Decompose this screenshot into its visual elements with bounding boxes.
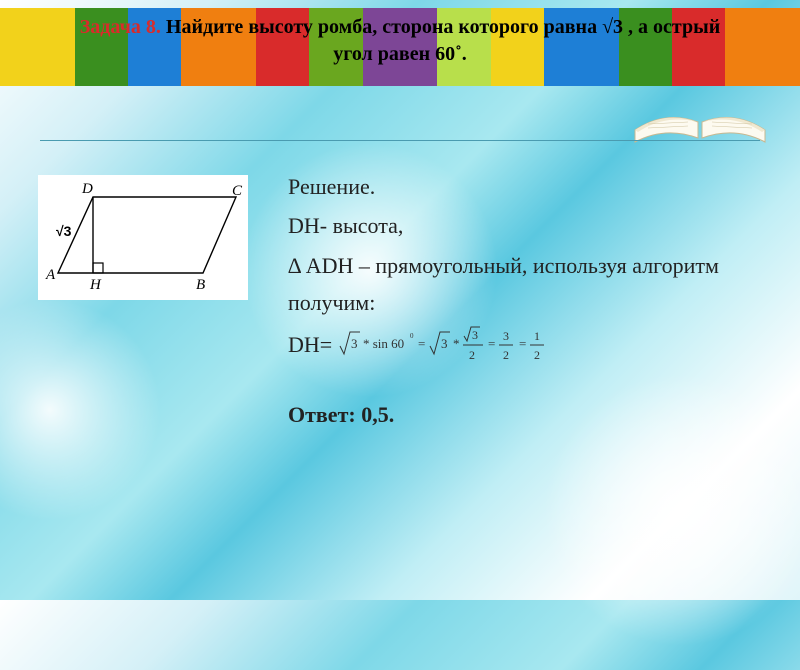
solution-formula: DH= 3 * sin 60 0 = 3 * 3 2 = 3 — [288, 324, 770, 366]
section-divider — [40, 140, 760, 141]
solution-line-height: DH- высота, — [288, 207, 770, 244]
svg-text:2: 2 — [534, 348, 540, 362]
solution-heading: Решение. — [288, 168, 770, 205]
solution-block: Решение. DH- высота, ∆ ADH – прямоугольн… — [288, 168, 770, 435]
svg-text:1: 1 — [534, 329, 540, 343]
svg-text:C: C — [232, 183, 243, 199]
problem-title: Задача 8. Найдите высоту ромба, сторона … — [0, 14, 800, 68]
svg-text:B: B — [196, 277, 205, 293]
svg-text:H: H — [89, 277, 102, 293]
svg-text:3: 3 — [441, 336, 448, 351]
svg-text:3: 3 — [472, 328, 478, 342]
svg-text:*: * — [453, 336, 460, 351]
svg-text:* sin 60: * sin 60 — [363, 336, 404, 351]
formula-svg: 3 * sin 60 0 = 3 * 3 2 = 3 2 = 1 — [338, 324, 588, 366]
svg-text:=: = — [488, 336, 495, 351]
svg-text:=: = — [418, 336, 425, 351]
svg-text:2: 2 — [469, 348, 475, 362]
svg-text:2: 2 — [503, 348, 509, 362]
svg-text:D: D — [81, 181, 93, 197]
solution-line-triangle: ∆ ADH – прямоугольный, используя алгорит… — [288, 247, 770, 322]
formula-prefix: DH= — [288, 326, 332, 363]
svg-text:3: 3 — [351, 336, 358, 351]
side-length-label: √3 — [56, 223, 71, 239]
svg-text:3: 3 — [503, 329, 509, 343]
svg-text:=: = — [519, 336, 526, 351]
rhombus-diagram: A H B C D √3 — [38, 175, 248, 300]
task-number: Задача 8. — [80, 16, 161, 38]
task-text: Найдите высоту ромба, сторона которого р… — [161, 16, 720, 65]
svg-text:0: 0 — [410, 332, 414, 340]
svg-text:A: A — [45, 267, 56, 283]
solution-answer: Ответ: 0,5. — [288, 396, 770, 433]
